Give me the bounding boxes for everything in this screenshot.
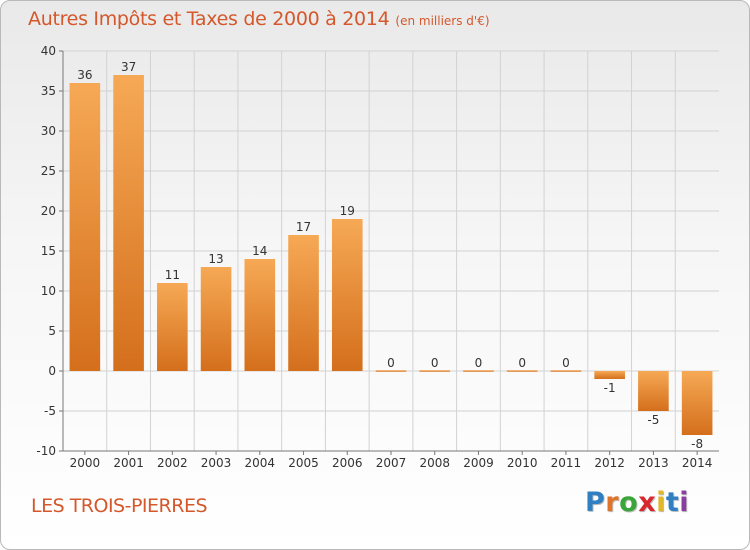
data-label: 14 [252, 244, 267, 258]
logo-letter: r [605, 487, 620, 518]
x-tick-label: 2005 [288, 456, 319, 470]
bar-2013[interactable] [638, 371, 669, 411]
data-labels: 36 37 11 13 14 17 19 0 0 0 0 0 -1 -5 -8 [77, 60, 703, 451]
bar-2009[interactable] [463, 370, 494, 372]
chart-subtitle: (en milliers d'€) [395, 14, 490, 28]
x-tick-label: 2014 [682, 456, 713, 470]
proxiti-logo[interactable]: Proxiti [585, 487, 689, 518]
x-tick-label: 2013 [638, 456, 669, 470]
data-label: 37 [121, 60, 136, 74]
data-label: -8 [691, 437, 703, 451]
y-tick-label: 40 [41, 44, 56, 58]
y-tick-label: -10 [36, 444, 56, 458]
bar-2004[interactable] [244, 259, 276, 371]
y-tick-label: 25 [41, 164, 56, 178]
logo-letter: x [638, 487, 657, 518]
data-label: 11 [165, 268, 180, 282]
grid-lines [63, 50, 719, 452]
bar-2012[interactable] [594, 371, 625, 379]
bar-2007[interactable] [375, 370, 407, 372]
data-label: 0 [562, 356, 570, 370]
x-tick-label: 2001 [113, 456, 144, 470]
bar-2011[interactable] [550, 370, 582, 372]
bars [69, 75, 713, 435]
y-tick-label: 5 [48, 324, 56, 338]
y-tick-label: 20 [41, 204, 56, 218]
x-tick-label: 2000 [70, 456, 101, 470]
logo-letter: o [619, 487, 639, 518]
data-label: 13 [208, 252, 223, 266]
bar-2014[interactable] [681, 371, 713, 435]
chart-title: Autres Impôts et Taxes de 2000 à 2014 (en… [28, 8, 490, 30]
data-label: 36 [77, 68, 92, 82]
y-tick-label: -5 [44, 404, 56, 418]
data-label: -1 [604, 381, 616, 395]
data-label: 17 [296, 220, 311, 234]
place-name: LES TROIS-PIERRES [31, 495, 208, 517]
bar-2003[interactable] [200, 267, 232, 371]
logo-letter: i [679, 487, 690, 518]
x-tick-label: 2012 [594, 456, 625, 470]
bar-2005[interactable] [288, 235, 319, 371]
y-tick-label: 35 [41, 84, 56, 98]
y-tick-label: 10 [41, 284, 56, 298]
bar-2001[interactable] [113, 75, 144, 371]
logo-letter: P [585, 487, 606, 518]
x-tick-label: 2011 [551, 456, 582, 470]
data-label: -5 [647, 413, 659, 427]
bar-2002[interactable] [157, 283, 188, 371]
data-label: 0 [387, 356, 395, 370]
y-tick-label: 15 [41, 244, 56, 258]
y-tick-label: 30 [41, 124, 56, 138]
x-tick-label: 2003 [201, 456, 232, 470]
data-label: 0 [518, 356, 526, 370]
logo-letter: t [665, 487, 680, 518]
y-tick-label: 0 [48, 364, 56, 378]
bar-2000[interactable] [69, 83, 101, 371]
chart-title-text: Autres Impôts et Taxes de 2000 à 2014 [28, 8, 390, 30]
x-tick-label: 2007 [376, 456, 407, 470]
logo-letter: i [656, 487, 666, 518]
bar-2010[interactable] [506, 370, 538, 372]
x-tick-label: 2008 [419, 456, 450, 470]
bar-2008[interactable] [419, 370, 451, 372]
x-tick-label: 2004 [245, 456, 276, 470]
x-tick-label: 2010 [507, 456, 538, 470]
bar-2006[interactable] [331, 219, 363, 371]
data-label: 0 [475, 356, 483, 370]
x-tick-label: 2006 [332, 456, 363, 470]
data-label: 19 [340, 204, 355, 218]
x-tick-label: 2002 [157, 456, 188, 470]
data-label: 0 [431, 356, 439, 370]
x-tick-label: 2009 [463, 456, 494, 470]
